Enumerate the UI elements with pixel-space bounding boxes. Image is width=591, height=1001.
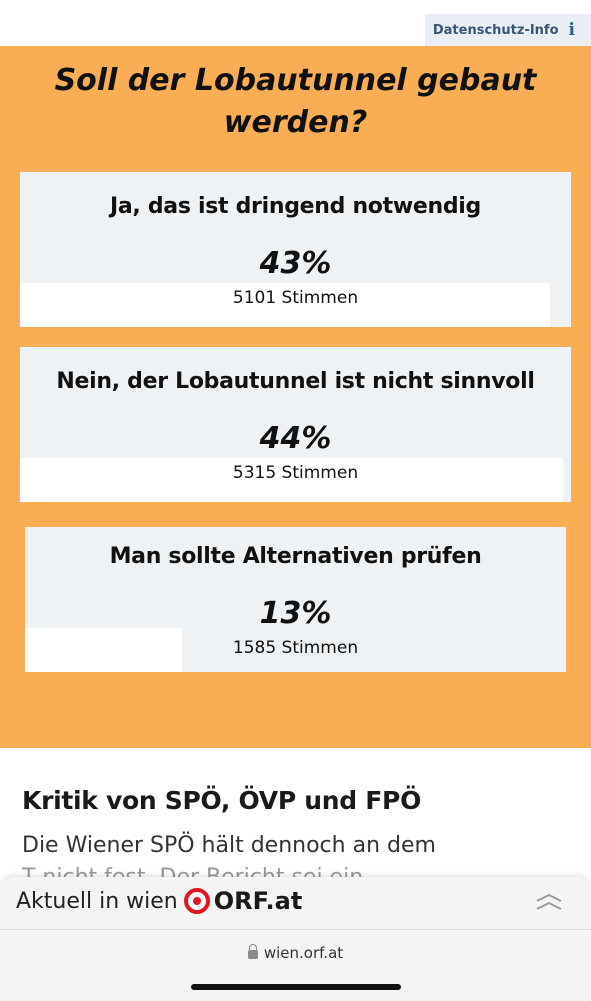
article-paragraph-line-1: Die Wiener SPÖ hält dennoch an dem	[22, 833, 436, 858]
poll-widget: Soll der Lobautunnel gebaut werden? Ja, …	[0, 46, 591, 748]
poll-option-label: Nein, der Lobautunnel ist nicht sinnvoll	[56, 369, 535, 394]
orf-prefix-text: Aktuell in wien	[16, 888, 178, 914]
poll-result-bar	[25, 628, 182, 672]
poll-option-votes: 1585 Stimmen	[232, 638, 359, 658]
poll-option[interactable]: Ja, das ist dringend notwendig 43% 5101 …	[20, 172, 571, 327]
article-heading: Kritik von SPÖ, ÖVP und FPÖ	[22, 786, 422, 815]
orf-brand-text: ORF.at	[213, 887, 303, 915]
url-text: wien.orf.at	[263, 944, 344, 962]
poll-option-votes: 5101 Stimmen	[232, 288, 359, 308]
poll-question-text: Soll der Lobautunnel gebaut werden?	[54, 63, 537, 140]
url-display[interactable]: wien.orf.at	[0, 944, 591, 962]
orf-brand[interactable]: Aktuell in wien ORF.at	[16, 887, 302, 915]
poll-option-percent: 43%	[259, 246, 332, 281]
lock-icon	[247, 944, 258, 959]
article-section: Kritik von SPÖ, ÖVP und FPÖ Die Wiener S…	[0, 748, 591, 890]
privacy-info-button[interactable]: Datenschutz-Info i	[424, 14, 591, 46]
orf-logo-icon	[183, 888, 210, 914]
orf-bottom-bar[interactable]: Aktuell in wien ORF.at	[0, 877, 591, 929]
poll-result-bar	[20, 458, 563, 502]
browser-url-bar[interactable]: wien.orf.at	[0, 929, 591, 1001]
privacy-info-label: Datenschutz-Info	[432, 22, 559, 38]
home-indicator	[191, 984, 401, 990]
poll-question: Soll der Lobautunnel gebaut werden?	[0, 60, 591, 144]
chevron-up-double-icon[interactable]	[535, 891, 563, 913]
poll-option-percent: 44%	[259, 421, 332, 456]
poll-option[interactable]: Nein, der Lobautunnel ist nicht sinnvoll…	[20, 347, 571, 502]
poll-option-votes: 5315 Stimmen	[232, 463, 359, 483]
poll-option-label: Man sollte Alternativen prüfen	[109, 544, 482, 569]
poll-result-bar	[20, 283, 550, 327]
poll-option-label: Ja, das ist dringend notwendig	[110, 194, 481, 219]
top-bar: Datenschutz-Info i	[0, 0, 591, 46]
info-icon: i	[568, 20, 575, 40]
poll-option-selected[interactable]: Man sollte Alternativen prüfen 13% 1585 …	[20, 522, 571, 677]
poll-option-percent: 13%	[259, 596, 332, 631]
